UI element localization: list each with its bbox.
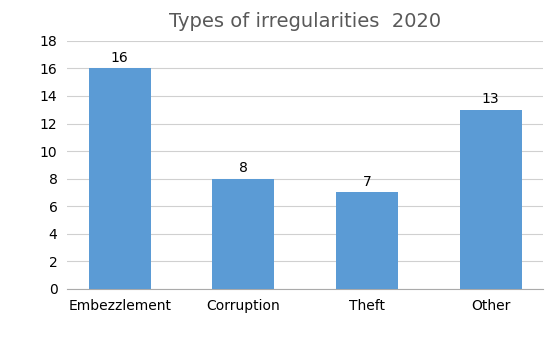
Bar bbox=[336, 192, 398, 289]
Text: 8: 8 bbox=[239, 161, 248, 175]
Text: 16: 16 bbox=[111, 51, 129, 65]
Bar bbox=[89, 68, 151, 289]
Title: Types of irregularities  2020: Types of irregularities 2020 bbox=[169, 12, 441, 31]
Text: 7: 7 bbox=[363, 175, 371, 189]
Bar bbox=[460, 110, 521, 289]
Bar bbox=[212, 179, 274, 289]
Text: 13: 13 bbox=[482, 92, 500, 106]
